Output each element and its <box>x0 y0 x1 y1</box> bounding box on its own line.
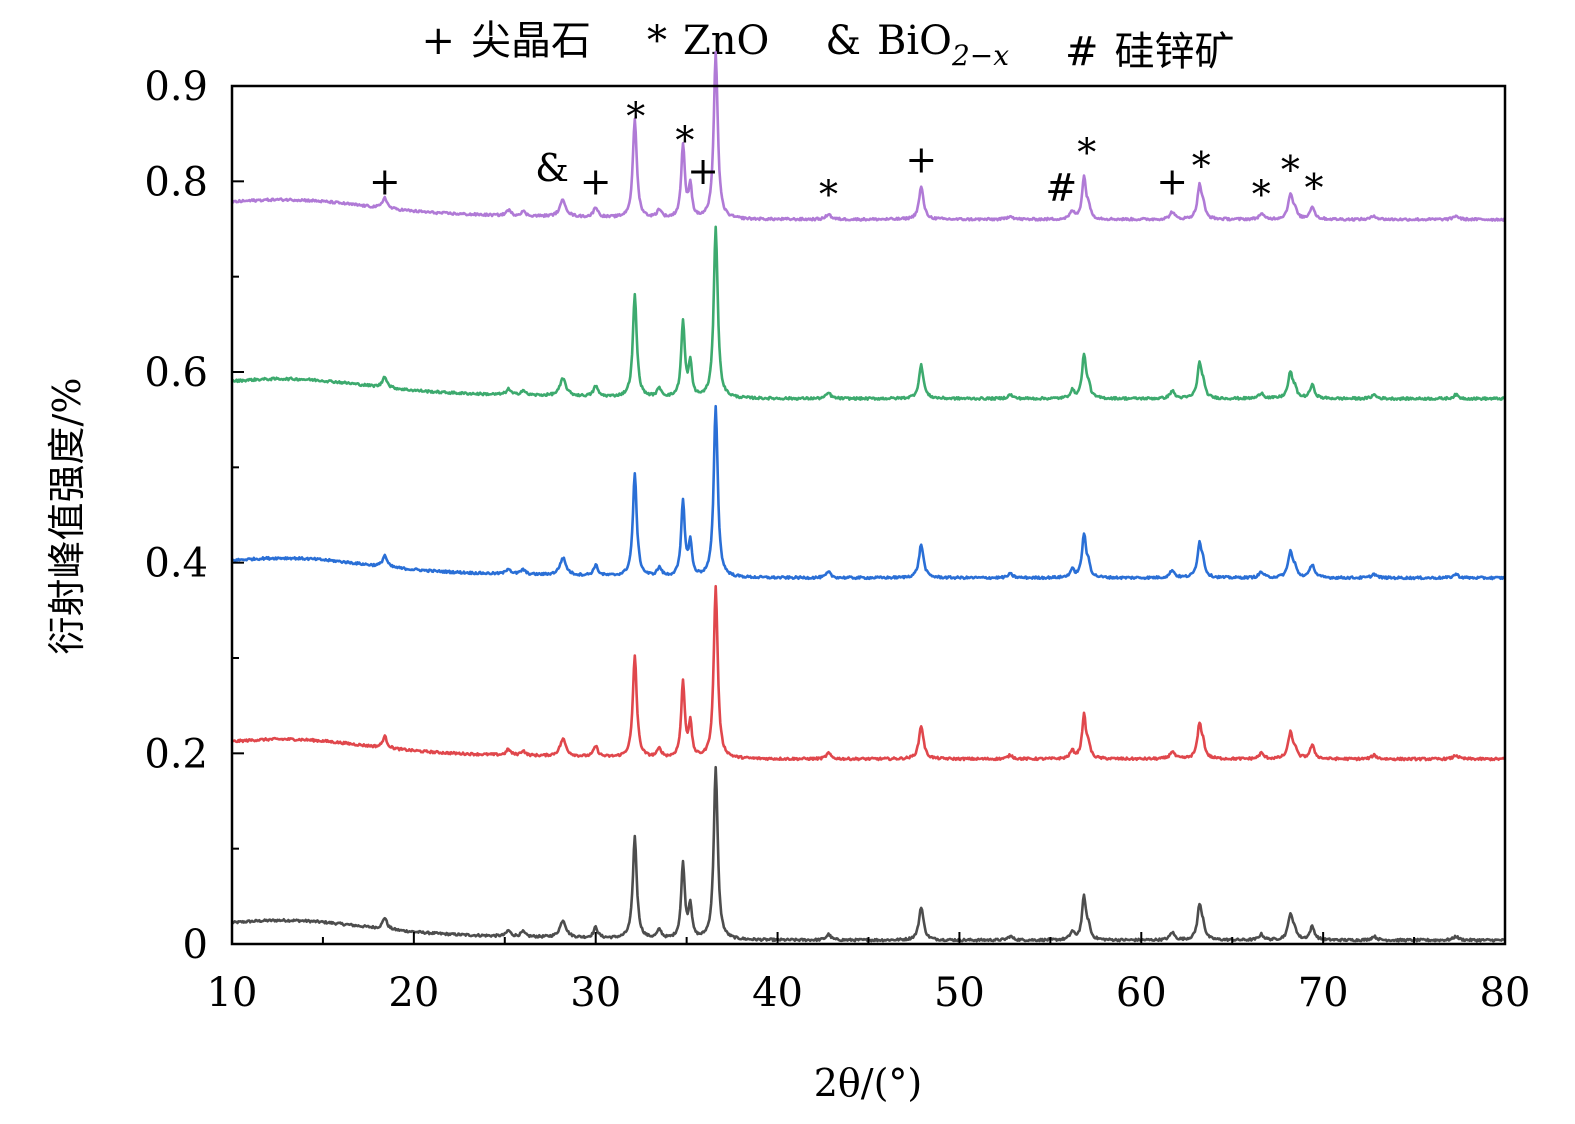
peak-marker: + <box>687 149 719 193</box>
x-tick-label: 20 <box>388 970 439 1016</box>
plot-frame <box>230 84 1507 946</box>
xrd-pattern-line <box>230 225 1506 402</box>
peak-marker: + <box>580 159 612 203</box>
y-tick-label: 0.2 <box>144 731 208 777</box>
legend-label: 尖晶石 <box>471 18 591 64</box>
peak-marker: * <box>675 118 694 162</box>
peak-marker: & <box>535 146 569 190</box>
legend-symbol: & <box>825 18 861 64</box>
legend: + 尖晶石 * ZnO & BiO2−x # 硅锌矿 <box>421 18 1234 75</box>
y-tick-label: 0.8 <box>144 159 208 205</box>
x-tick-label: 40 <box>752 970 803 1016</box>
peak-marker: # <box>1045 166 1077 210</box>
peak-marker: + <box>369 159 401 203</box>
y-tick-label: 0.6 <box>144 350 208 396</box>
xrd-pattern-line <box>231 50 1507 222</box>
x-axis-title: 2θ/(°) <box>814 1061 923 1105</box>
xrd-pattern-line <box>231 765 1506 943</box>
peak-marker: * <box>819 173 838 217</box>
peak-marker: * <box>1192 144 1211 188</box>
x-tick-label: 10 <box>207 970 258 1016</box>
y-axis-title: 衍射峰值强度/% <box>45 378 89 655</box>
peak-markers: + & +**+*+#*+ *** * <box>369 95 1324 217</box>
peak-marker: + <box>1156 159 1188 203</box>
xrd-pattern-line <box>230 584 1506 762</box>
x-axis: 10 20 30 40 50 60 70 80 <box>207 932 1531 1016</box>
x-tick-label: 50 <box>934 970 985 1016</box>
series-layer <box>230 50 1507 943</box>
y-tick-label: 0.9 <box>144 64 208 110</box>
peak-marker: * <box>626 95 645 139</box>
peak-marker: * <box>1077 131 1096 175</box>
legend-label: BiO <box>877 18 952 64</box>
peak-marker: * <box>1281 148 1300 192</box>
legend-text: + 尖晶石 * ZnO & BiO2−x # 硅锌矿 <box>421 18 1234 75</box>
peak-marker: * <box>1252 173 1271 217</box>
legend-symbol: + <box>421 18 455 64</box>
x-tick-label: 70 <box>1298 970 1349 1016</box>
y-axis: 0 0.2 0.4 0.6 0.8 0.9 <box>144 64 244 968</box>
x-tick-label: 60 <box>1116 970 1167 1016</box>
legend-symbol: # <box>1065 29 1099 75</box>
legend-label: ZnO <box>683 18 769 64</box>
y-tick-label: 0 <box>183 922 208 968</box>
x-tick-label: 30 <box>570 970 621 1016</box>
peak-marker: * <box>1305 166 1324 210</box>
x-tick-label: 80 <box>1480 970 1531 1016</box>
xrd-pattern-line <box>231 404 1507 581</box>
peak-marker: + <box>905 137 937 181</box>
legend-symbol: * <box>647 18 667 64</box>
legend-label: 硅锌矿 <box>1115 29 1235 75</box>
y-tick-label: 0.4 <box>144 541 208 587</box>
legend-subscript: 2−x <box>951 39 1009 72</box>
